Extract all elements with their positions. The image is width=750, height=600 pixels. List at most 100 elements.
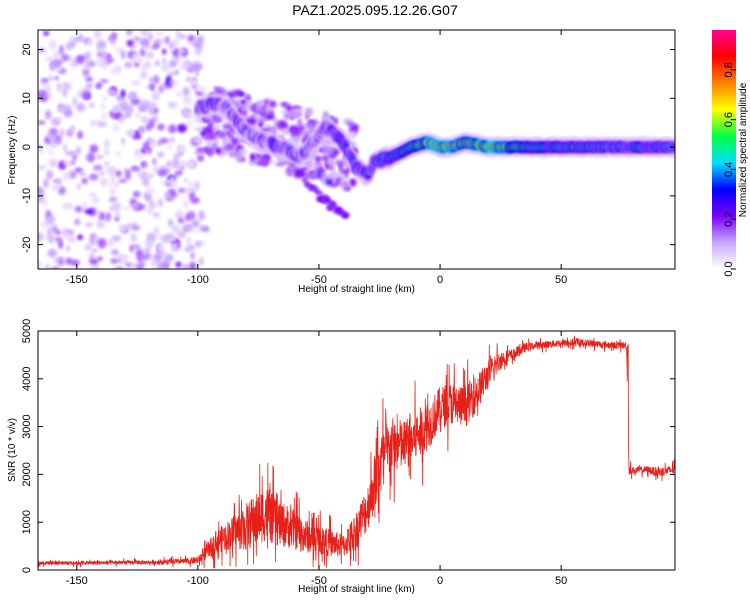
spectrogram-heatmap (38, 30, 675, 269)
noise-blob (127, 104, 134, 114)
noise-blob (108, 196, 118, 203)
scatter-blob (330, 170, 339, 178)
noise-blob (144, 61, 152, 69)
noise-blob (125, 30, 133, 36)
noise-blob (157, 243, 164, 253)
noise-blob (132, 191, 141, 198)
noise-blob (45, 84, 51, 94)
scatter-blob (331, 176, 337, 184)
noise-blob (95, 82, 103, 89)
noise-blob (38, 232, 43, 242)
colorbar-tick-label: 0.2 (723, 212, 735, 227)
noise-blob (107, 237, 114, 248)
noise-blob (104, 139, 110, 149)
noise-blob (76, 102, 86, 112)
noise-blob (198, 225, 205, 231)
noise-blob (197, 85, 207, 93)
noise-blob (105, 57, 115, 63)
noise-blob (175, 261, 182, 268)
noise-blob (93, 30, 102, 39)
noise-blob (99, 102, 107, 111)
scatter-blob (339, 169, 350, 174)
noise-blob (140, 30, 150, 37)
noise-blob (111, 249, 119, 256)
scatter-blob (221, 149, 228, 154)
noise-blob (135, 112, 141, 119)
colorbar-label: Normalized spectral amplitude (738, 82, 749, 217)
scatter-blob (279, 127, 289, 134)
noise-blob (177, 217, 185, 224)
noise-blob (89, 259, 99, 265)
noise-blob (46, 170, 54, 180)
noise-blob (95, 219, 106, 229)
scatter-blob (269, 125, 278, 134)
branch-blob (299, 171, 306, 177)
noise-blob (130, 202, 141, 210)
noise-blob (62, 160, 73, 166)
noise-blob (152, 74, 160, 85)
scatter-blob (326, 146, 336, 155)
noise-blob (73, 218, 81, 226)
noise-blob (126, 129, 136, 138)
scatter-blob (265, 124, 270, 129)
scatter-blob (249, 152, 256, 162)
spectrogram-y-tick-label: -20 (21, 237, 33, 253)
noise-blob (146, 195, 152, 203)
noise-blob (106, 166, 117, 175)
noise-blob (89, 119, 98, 127)
noise-blob (169, 42, 174, 50)
noise-blob (96, 211, 102, 220)
noise-blob (61, 88, 68, 98)
noise-blob (168, 237, 178, 242)
spectrogram-x-tick-label: 50 (555, 274, 567, 286)
noise-blob (114, 46, 123, 54)
noise-blob (148, 118, 155, 129)
noise-blob (158, 84, 165, 93)
noise-blob (152, 90, 161, 101)
scatter-blob (314, 155, 322, 164)
noise-blob (58, 239, 64, 250)
scatter-blob (325, 178, 332, 186)
scatter-blob (206, 138, 214, 148)
scatter-blob (227, 132, 233, 137)
colorbar-tick-label: 0.0 (723, 261, 735, 276)
noise-blob (89, 263, 99, 269)
snr-y-tick-label: 3000 (21, 414, 33, 438)
noise-blob (136, 254, 144, 262)
noise-blob (101, 50, 109, 59)
noise-blob (183, 223, 194, 232)
noise-blob (175, 91, 182, 97)
scatter-blob (281, 109, 289, 115)
noise-blob (110, 114, 121, 119)
noise-blob (85, 59, 91, 70)
noise-blob (107, 88, 117, 96)
snr-y-tick-label: 1000 (21, 510, 33, 534)
scatter-blob (349, 178, 357, 187)
noise-blob (190, 251, 195, 260)
scatter-blob (245, 93, 251, 100)
noise-blob (61, 53, 67, 62)
snr-x-axis-label: Height of straight line (km) (298, 584, 415, 595)
noise-blob (38, 109, 41, 114)
noise-blob (152, 158, 157, 166)
noise-blob (90, 248, 99, 253)
noise-blob (146, 232, 156, 242)
noise-blob (163, 255, 174, 263)
noise-blob (52, 226, 58, 232)
noise-blob (92, 196, 100, 204)
noise-blob (179, 34, 187, 39)
noise-blob (120, 254, 129, 259)
noise-blob (148, 77, 154, 84)
noise-blob (111, 235, 122, 242)
spectrogram-x-tick-label: -100 (187, 274, 209, 286)
noise-blob (162, 57, 167, 65)
chart-title: PAZ1.2025.095.12.26.G07 (292, 2, 458, 18)
scatter-blob (301, 129, 310, 136)
noise-blob (56, 82, 62, 93)
noise-blob (45, 93, 53, 98)
noise-blob (110, 67, 119, 74)
noise-blob (75, 54, 85, 64)
noise-blob (69, 35, 75, 43)
noise-blob (169, 175, 176, 186)
scatter-blob (239, 92, 246, 97)
